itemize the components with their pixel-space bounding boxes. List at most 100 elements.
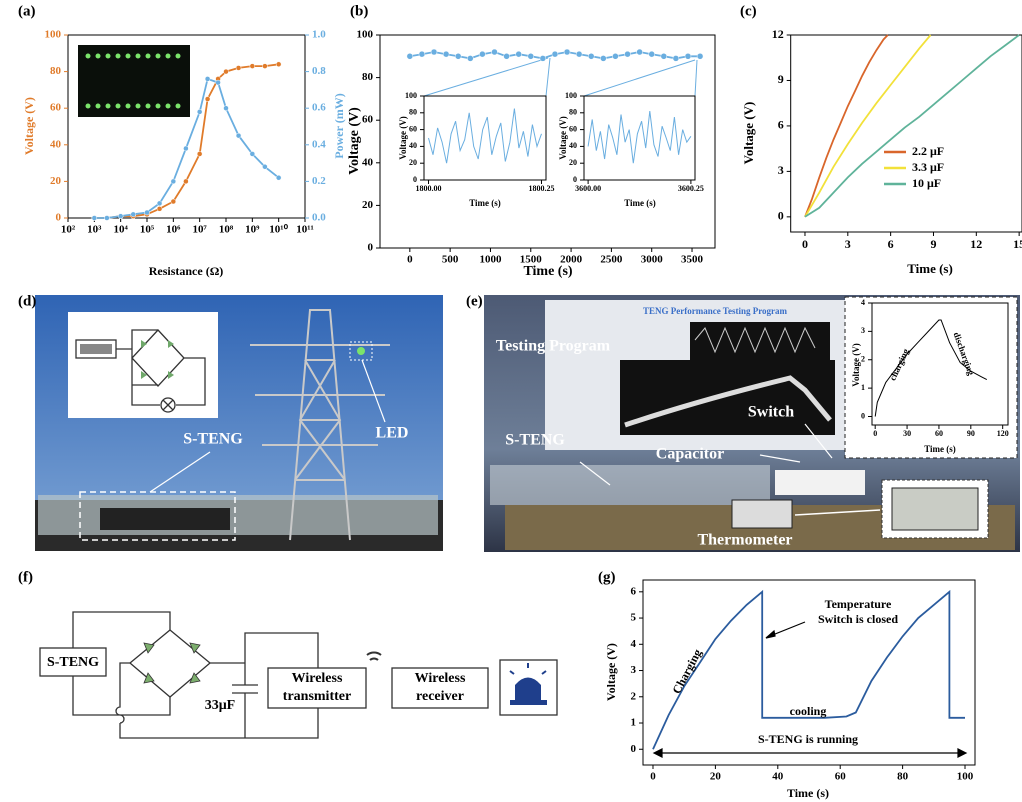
- data-point: [235, 65, 242, 71]
- data-point: [491, 48, 498, 56]
- data-point: [406, 53, 414, 60]
- y-tick-label: 80: [50, 65, 62, 77]
- node-label: Wireless: [415, 671, 466, 686]
- data-point: [91, 215, 98, 221]
- y-axis-label: Voltage (V): [22, 97, 36, 155]
- y-tick-label: 60: [362, 114, 374, 126]
- x-tick-label: 3500: [681, 254, 704, 266]
- data-point: [684, 53, 692, 60]
- y-tick-label: 12: [772, 27, 784, 41]
- x-tick-label: 10⁷: [193, 224, 208, 236]
- photo-label: Capacitor: [656, 446, 724, 463]
- data-line: [587, 111, 692, 164]
- x-tick-label: 3000: [641, 254, 664, 266]
- y-tick-label: 20: [50, 175, 62, 187]
- x-tick-label: 0: [407, 254, 413, 266]
- y-tick-label: 0: [778, 209, 784, 223]
- plot-frame: [642, 579, 976, 766]
- data-point: [430, 48, 438, 56]
- data-point: [672, 55, 680, 62]
- data-line: [804, 34, 889, 218]
- y2-tick-label: 0.0: [312, 212, 326, 224]
- x-tick-label: 10²: [61, 224, 76, 236]
- x-tick-label: 15: [1013, 237, 1022, 251]
- y-tick-label: 60: [409, 124, 417, 133]
- x-tick-label: 500: [442, 254, 459, 266]
- y2-axis-label: Power (mW): [332, 93, 346, 158]
- data-point: [454, 53, 462, 60]
- y-axis-label: Voltage (V): [398, 116, 408, 159]
- photo-e: [484, 295, 1020, 552]
- x-tick-label: 2000: [560, 254, 583, 266]
- x-axis-label: Time (s): [924, 444, 956, 454]
- data-point: [117, 213, 124, 219]
- y-axis-label: Voltage (V): [558, 116, 568, 159]
- y-tick-label: 0: [631, 743, 637, 755]
- photo-d: [35, 295, 443, 551]
- panel-label: (g): [598, 569, 616, 585]
- y-tick-label: 80: [409, 108, 417, 117]
- x-tick-label: 12: [970, 237, 982, 251]
- data-point: [170, 198, 177, 205]
- data-point: [515, 50, 522, 58]
- y-axis-label: Voltage (V): [604, 643, 618, 701]
- plot-frame: [583, 95, 696, 181]
- y-tick-label: 2: [861, 355, 865, 364]
- y-axis-label: Voltage (V): [851, 343, 861, 386]
- x-tick-label: 120: [997, 429, 1009, 438]
- y-tick-label: 60: [569, 124, 577, 133]
- y-tick-label: 100: [45, 29, 62, 41]
- y-tick-label: 3: [861, 326, 865, 335]
- y-tick-label: 40: [362, 156, 374, 168]
- plot-frame: [423, 95, 547, 181]
- y2-tick-label: 0.2: [312, 175, 326, 187]
- y-tick-label: 2: [631, 690, 637, 702]
- x-tick-label: 10⁹: [245, 224, 260, 236]
- annotation-arrows: [652, 621, 968, 758]
- data-point: [575, 50, 583, 58]
- x-axis-label: Time (s): [523, 264, 572, 279]
- x-tick-label: 1800.25: [528, 184, 554, 193]
- y-tick-label: 6: [631, 585, 637, 597]
- y-tick-label: 0: [368, 242, 374, 254]
- data-line: [428, 108, 542, 164]
- x-tick-label: 6: [888, 237, 894, 251]
- x-tick-label: 10⁶: [166, 224, 181, 236]
- y-tick-label: 5: [631, 612, 637, 624]
- data-point: [612, 53, 619, 60]
- x-tick-label: 10³: [87, 224, 102, 236]
- node-label: receiver: [416, 689, 464, 704]
- y-tick-label: 100: [357, 29, 374, 41]
- y-tick-label: 0: [573, 175, 577, 184]
- y-tick-label: 20: [409, 158, 417, 167]
- data-point: [275, 61, 282, 68]
- legend-label: 10 μF: [912, 176, 941, 190]
- node-label: S-TENG: [47, 655, 99, 670]
- data-point: [262, 164, 268, 170]
- data-point: [696, 53, 704, 60]
- y-tick-label: 40: [409, 141, 417, 150]
- x-tick-label: 20: [710, 771, 722, 783]
- data-point: [442, 50, 450, 58]
- x-tick-label: 80: [897, 771, 909, 783]
- x-tick-label: 2500: [600, 254, 623, 266]
- y-tick-label: 100: [405, 91, 417, 100]
- y-tick-label: 1: [631, 717, 637, 729]
- annotation: Temperature: [825, 597, 892, 611]
- y-tick-label: 3: [631, 664, 637, 676]
- data-point: [183, 145, 189, 152]
- data-point: [249, 151, 256, 157]
- data-point: [539, 55, 547, 62]
- y-tick-label: 9: [778, 72, 784, 86]
- data-point: [204, 96, 211, 102]
- data-point: [223, 105, 229, 111]
- x-tick-label: 9: [930, 237, 936, 251]
- panel-label: (e): [466, 293, 483, 309]
- x-tick-label: 3600.25: [678, 184, 704, 193]
- y-tick-label: 0: [861, 411, 865, 420]
- data-point: [156, 200, 163, 207]
- annotation: Switch is closed: [818, 612, 898, 626]
- x-tick-label: 0: [802, 237, 808, 251]
- y-tick-label: 1: [861, 383, 865, 392]
